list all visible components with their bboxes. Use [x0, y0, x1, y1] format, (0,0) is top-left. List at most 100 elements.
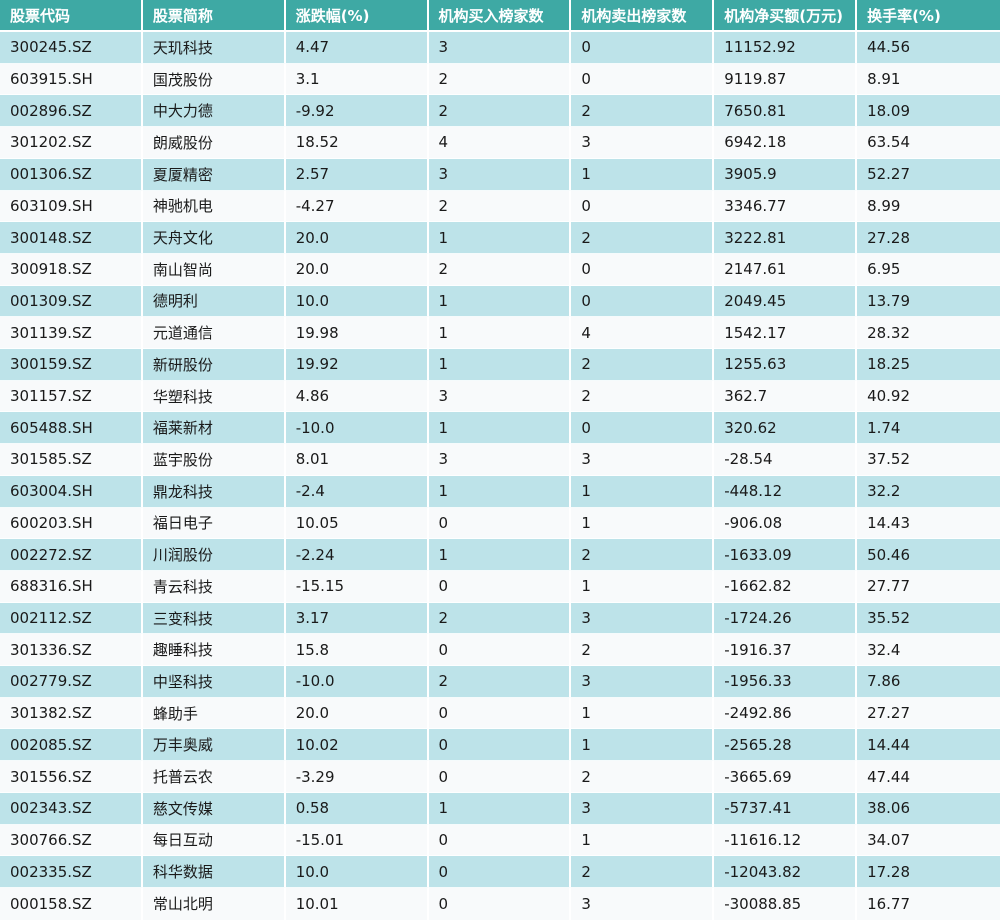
table-cell: 2.57 [285, 158, 429, 191]
table-cell: 1 [428, 222, 572, 254]
table-cell: 14.44 [857, 729, 1000, 762]
table-cell: -3.29 [285, 761, 429, 793]
table-cell: 0.58 [285, 792, 429, 825]
table-cell: 2147.61 [714, 253, 858, 286]
table-cell: 4.47 [285, 32, 429, 64]
table-row: 301556.SZ 托普云农 -3.29 0 2 -3665.69 47.44 [0, 761, 1000, 793]
table-cell: 002085.SZ [0, 729, 143, 762]
table-cell: 50.46 [857, 539, 1000, 571]
table-cell: 三变科技 [142, 602, 286, 635]
table-cell: 福日电子 [142, 507, 286, 540]
column-header-3: 机构买入榜家数 [428, 0, 572, 32]
table-cell: 20.0 [285, 222, 429, 254]
table-row: 001309.SZ 德明利 10.0 1 0 2049.45 13.79 [0, 285, 1000, 318]
table-cell: 301139.SZ [0, 317, 143, 350]
table-cell: 300245.SZ [0, 32, 143, 64]
table-cell: 34.07 [857, 824, 1000, 857]
table-cell: 38.06 [857, 792, 1000, 825]
table-cell: 10.01 [285, 887, 429, 920]
header-row: 股票代码 股票简称 涨跌幅(%) 机构买入榜家数 机构卖出榜家数 机构净买额(万元) 换手率… [0, 0, 1000, 32]
table-cell: 7650.81 [714, 95, 858, 128]
table-header: 股票代码 股票简称 涨跌幅(%) 机构买入榜家数 机构卖出榜家数 机构净买额(万元) 换手率… [0, 0, 1000, 32]
table-cell: -448.12 [714, 475, 858, 508]
table-row: 002896.SZ 中大力德 -9.92 2 2 7650.81 18.09 [0, 95, 1000, 128]
table-cell: 27.28 [857, 222, 1000, 254]
table-cell: 1 [428, 285, 572, 318]
table-row: 301202.SZ 朗威股份 18.52 4 3 6942.18 63.54 [0, 127, 1000, 159]
table-cell: 002779.SZ [0, 666, 143, 698]
table-cell: 600203.SH [0, 507, 143, 540]
table-cell: -15.15 [285, 570, 429, 603]
table-cell: 2049.45 [714, 285, 858, 318]
table-cell: 32.2 [857, 475, 1000, 508]
table-cell: 1 [428, 475, 572, 508]
table-cell: 52.27 [857, 158, 1000, 191]
table-cell: -2.24 [285, 539, 429, 571]
table-cell: 2 [428, 63, 572, 96]
table-cell: 301556.SZ [0, 761, 143, 793]
table-cell: 0 [571, 32, 715, 64]
table-cell: 1255.63 [714, 349, 858, 381]
table-row: 600203.SH 福日电子 10.05 0 1 -906.08 14.43 [0, 507, 1000, 540]
table-cell: 603915.SH [0, 63, 143, 96]
table-cell: 1 [571, 570, 715, 603]
table-cell: 10.02 [285, 729, 429, 762]
table-cell: 32.4 [857, 634, 1000, 667]
table-cell: -11616.12 [714, 824, 858, 857]
table-cell: 320.62 [714, 412, 858, 445]
table-cell: 8.01 [285, 444, 429, 476]
table-cell: 1 [428, 349, 572, 381]
table-cell: 2 [428, 95, 572, 128]
table-cell: 福莱新材 [142, 412, 286, 445]
table-cell: -906.08 [714, 507, 858, 540]
table-row: 300918.SZ 南山智尚 20.0 2 0 2147.61 6.95 [0, 253, 1000, 286]
table-cell: 2 [571, 222, 715, 254]
table-cell: 2 [571, 761, 715, 793]
table-cell: 002112.SZ [0, 602, 143, 635]
table-cell: 蓝宇股份 [142, 444, 286, 476]
table-cell: 27.27 [857, 697, 1000, 730]
table-cell: 朗威股份 [142, 127, 286, 159]
table-cell: 天玑科技 [142, 32, 286, 64]
table-cell: 9119.87 [714, 63, 858, 96]
table-cell: 301157.SZ [0, 380, 143, 413]
table-cell: 300766.SZ [0, 824, 143, 857]
table-row: 301382.SZ 蜂助手 20.0 0 1 -2492.86 27.27 [0, 697, 1000, 730]
table-cell: 3 [571, 127, 715, 159]
table-cell: 南山智尚 [142, 253, 286, 286]
table-cell: 1 [428, 317, 572, 350]
table-cell: 0 [428, 824, 572, 857]
table-cell: 中大力德 [142, 95, 286, 128]
table-cell: 37.52 [857, 444, 1000, 476]
table-cell: 35.52 [857, 602, 1000, 635]
table-cell: 002272.SZ [0, 539, 143, 571]
table-cell: 603004.SH [0, 475, 143, 508]
table-cell: 0 [428, 507, 572, 540]
column-header-6: 换手率(%) [857, 0, 1000, 32]
table-cell: 15.8 [285, 634, 429, 667]
table-cell: 2 [571, 634, 715, 667]
table-cell: 11152.92 [714, 32, 858, 64]
table-cell: 1.74 [857, 412, 1000, 445]
table-cell: 0 [428, 697, 572, 730]
table-cell: 18.52 [285, 127, 429, 159]
table-cell: 万丰奥威 [142, 729, 286, 762]
table-cell: 47.44 [857, 761, 1000, 793]
table-cell: 3 [428, 158, 572, 191]
table-cell: 1 [571, 158, 715, 191]
table-cell: -2.4 [285, 475, 429, 508]
table-cell: 3 [571, 792, 715, 825]
column-header-5: 机构净买额(万元) [714, 0, 858, 32]
table-cell: 2 [428, 666, 572, 698]
table-cell: 6.95 [857, 253, 1000, 286]
table-cell: 0 [571, 253, 715, 286]
table-cell: 2 [571, 539, 715, 571]
table-cell: 6942.18 [714, 127, 858, 159]
table-cell: 3 [571, 887, 715, 920]
table-cell: 托普云农 [142, 761, 286, 793]
table-cell: 10.0 [285, 856, 429, 888]
table-cell: 3 [428, 444, 572, 476]
table-cell: 001309.SZ [0, 285, 143, 318]
table-cell: 1 [571, 507, 715, 540]
